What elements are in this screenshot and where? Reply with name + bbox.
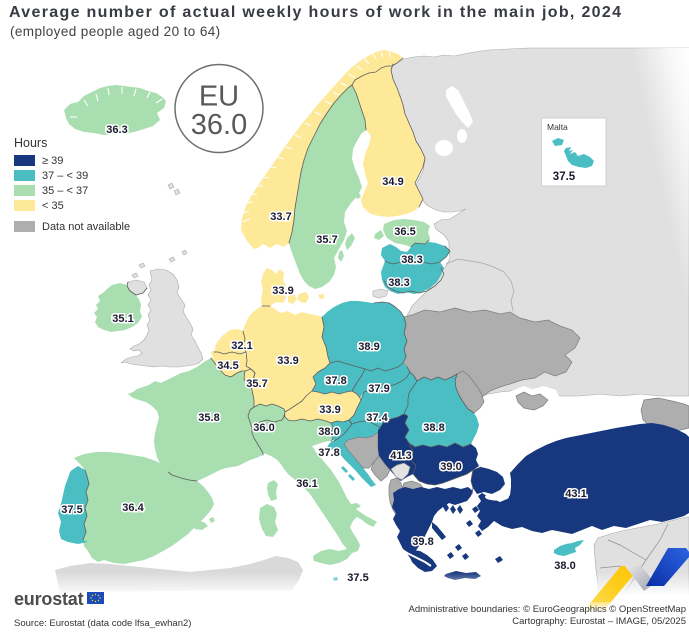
svg-text:43.1: 43.1	[565, 488, 586, 500]
svg-text:Average number of actual weekl: Average number of actual weekly hours of…	[9, 4, 622, 21]
svg-text:38.8: 38.8	[423, 422, 444, 434]
svg-text:Hours: Hours	[14, 136, 47, 150]
svg-text:39.0: 39.0	[440, 461, 461, 473]
svg-text:eurostat: eurostat	[14, 589, 84, 609]
svg-text:< 35: < 35	[42, 200, 64, 212]
svg-text:37.9: 37.9	[368, 383, 389, 395]
svg-text:32.1: 32.1	[231, 340, 252, 352]
svg-text:41.3: 41.3	[390, 450, 411, 462]
svg-text:36.1: 36.1	[296, 478, 317, 490]
svg-text:39.8: 39.8	[412, 536, 433, 548]
svg-text:37.8: 37.8	[325, 375, 346, 387]
svg-text:37.5: 37.5	[61, 504, 82, 516]
svg-text:38.0: 38.0	[318, 426, 339, 438]
svg-text:Malta: Malta	[547, 122, 568, 132]
svg-text:36.0: 36.0	[191, 109, 247, 141]
svg-text:33.7: 33.7	[270, 211, 291, 223]
svg-text:37.4: 37.4	[366, 412, 388, 424]
svg-text:Cartography: Eurostat – IMAGE,: Cartography: Eurostat – IMAGE, 05/2025	[512, 616, 686, 627]
svg-text:(employed people aged 20 to 64: (employed people aged 20 to 64)	[10, 24, 221, 39]
svg-text:EU: EU	[199, 81, 239, 113]
svg-text:Data not available: Data not available	[42, 221, 130, 233]
svg-text:38.3: 38.3	[388, 277, 409, 289]
svg-text:38.3: 38.3	[401, 254, 422, 266]
svg-text:37.8: 37.8	[318, 447, 339, 459]
svg-text:≥ 39: ≥ 39	[42, 155, 63, 167]
svg-text:38.9: 38.9	[358, 341, 379, 353]
svg-text:37.5: 37.5	[347, 572, 368, 584]
svg-text:36.5: 36.5	[394, 226, 415, 238]
svg-text:37 – < 39: 37 – < 39	[42, 170, 88, 182]
svg-text:35.7: 35.7	[246, 378, 267, 390]
svg-text:36.0: 36.0	[253, 422, 274, 434]
svg-text:35 – < 37: 35 – < 37	[42, 185, 88, 197]
svg-text:35.1: 35.1	[112, 313, 133, 325]
svg-text:35.8: 35.8	[198, 412, 219, 424]
svg-text:34.5: 34.5	[217, 360, 238, 372]
svg-text:33.9: 33.9	[319, 404, 340, 416]
svg-text:37.5: 37.5	[553, 171, 576, 183]
svg-text:Administrative boundaries: © E: Administrative boundaries: © EuroGeograp…	[409, 604, 687, 615]
svg-text:33.9: 33.9	[277, 355, 298, 367]
svg-text:35.7: 35.7	[316, 234, 337, 246]
svg-text:38.0: 38.0	[554, 560, 575, 572]
svg-text:Source: Eurostat (data code lf: Source: Eurostat (data code lfsa_ewhan2)	[14, 618, 191, 629]
svg-text:36.3: 36.3	[106, 124, 127, 136]
svg-text:36.4: 36.4	[122, 502, 144, 514]
svg-text:33.9: 33.9	[272, 285, 293, 297]
svg-text:34.9: 34.9	[382, 176, 403, 188]
